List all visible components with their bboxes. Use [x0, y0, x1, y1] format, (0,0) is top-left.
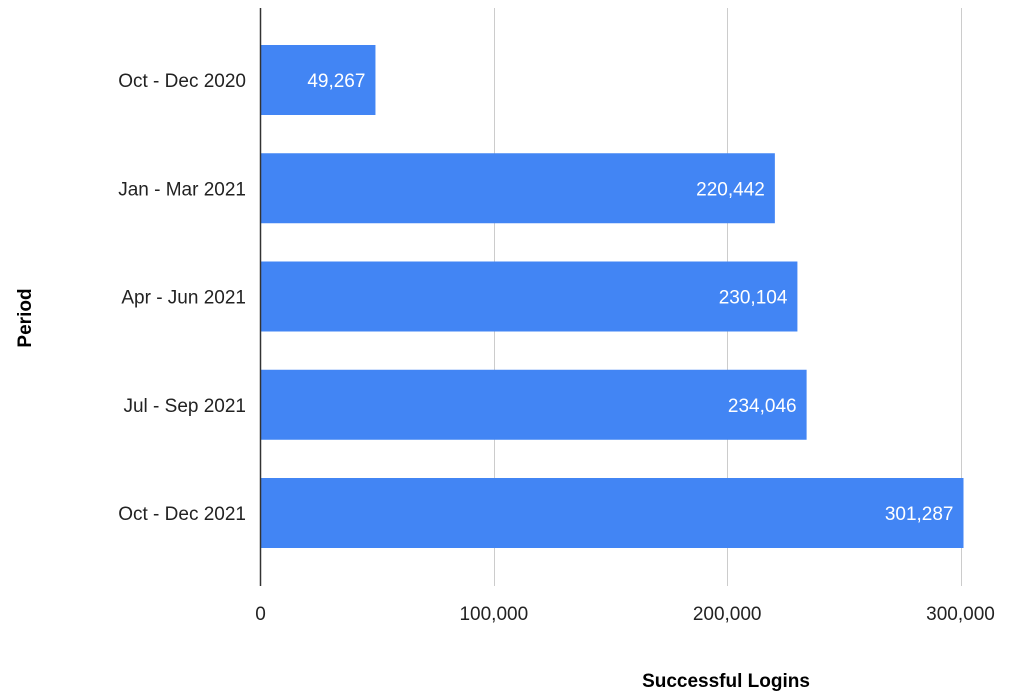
- y-tick-label: Jan - Mar 2021: [118, 179, 246, 200]
- y-tick-label: Jul - Sep 2021: [123, 396, 246, 417]
- bar-data-label: 301,287: [885, 504, 954, 525]
- y-axis-title: Period: [15, 288, 36, 347]
- y-tick-label: Apr - Jun 2021: [121, 288, 246, 309]
- x-tick-label: 200,000: [693, 604, 762, 625]
- bar-data-label: 234,046: [728, 396, 797, 417]
- bar-data-label: 220,442: [696, 179, 765, 200]
- bar: [260, 45, 376, 115]
- x-axis-title: Successful Logins: [642, 671, 810, 692]
- bar: [260, 261, 798, 332]
- x-tick-labels: 0 100,000 200,000 300,000: [255, 604, 995, 625]
- bar: [260, 369, 807, 440]
- bars: 49,267 220,442 230,104 234,046 301,287: [260, 45, 964, 548]
- bar: [260, 153, 775, 224]
- x-tick-label: 0: [255, 604, 266, 625]
- y-tick-label: Oct - Dec 2020: [118, 71, 246, 92]
- y-tick-labels: Oct - Dec 2020 Jan - Mar 2021 Apr - Jun 20…: [118, 71, 246, 525]
- x-tick-label: 100,000: [459, 604, 528, 625]
- x-tick-label: 300,000: [926, 604, 995, 625]
- bar-data-label: 230,104: [719, 288, 788, 309]
- y-tick-label: Oct - Dec 2021: [118, 504, 246, 525]
- bar: [260, 478, 964, 548]
- bar-data-label: 49,267: [307, 71, 365, 92]
